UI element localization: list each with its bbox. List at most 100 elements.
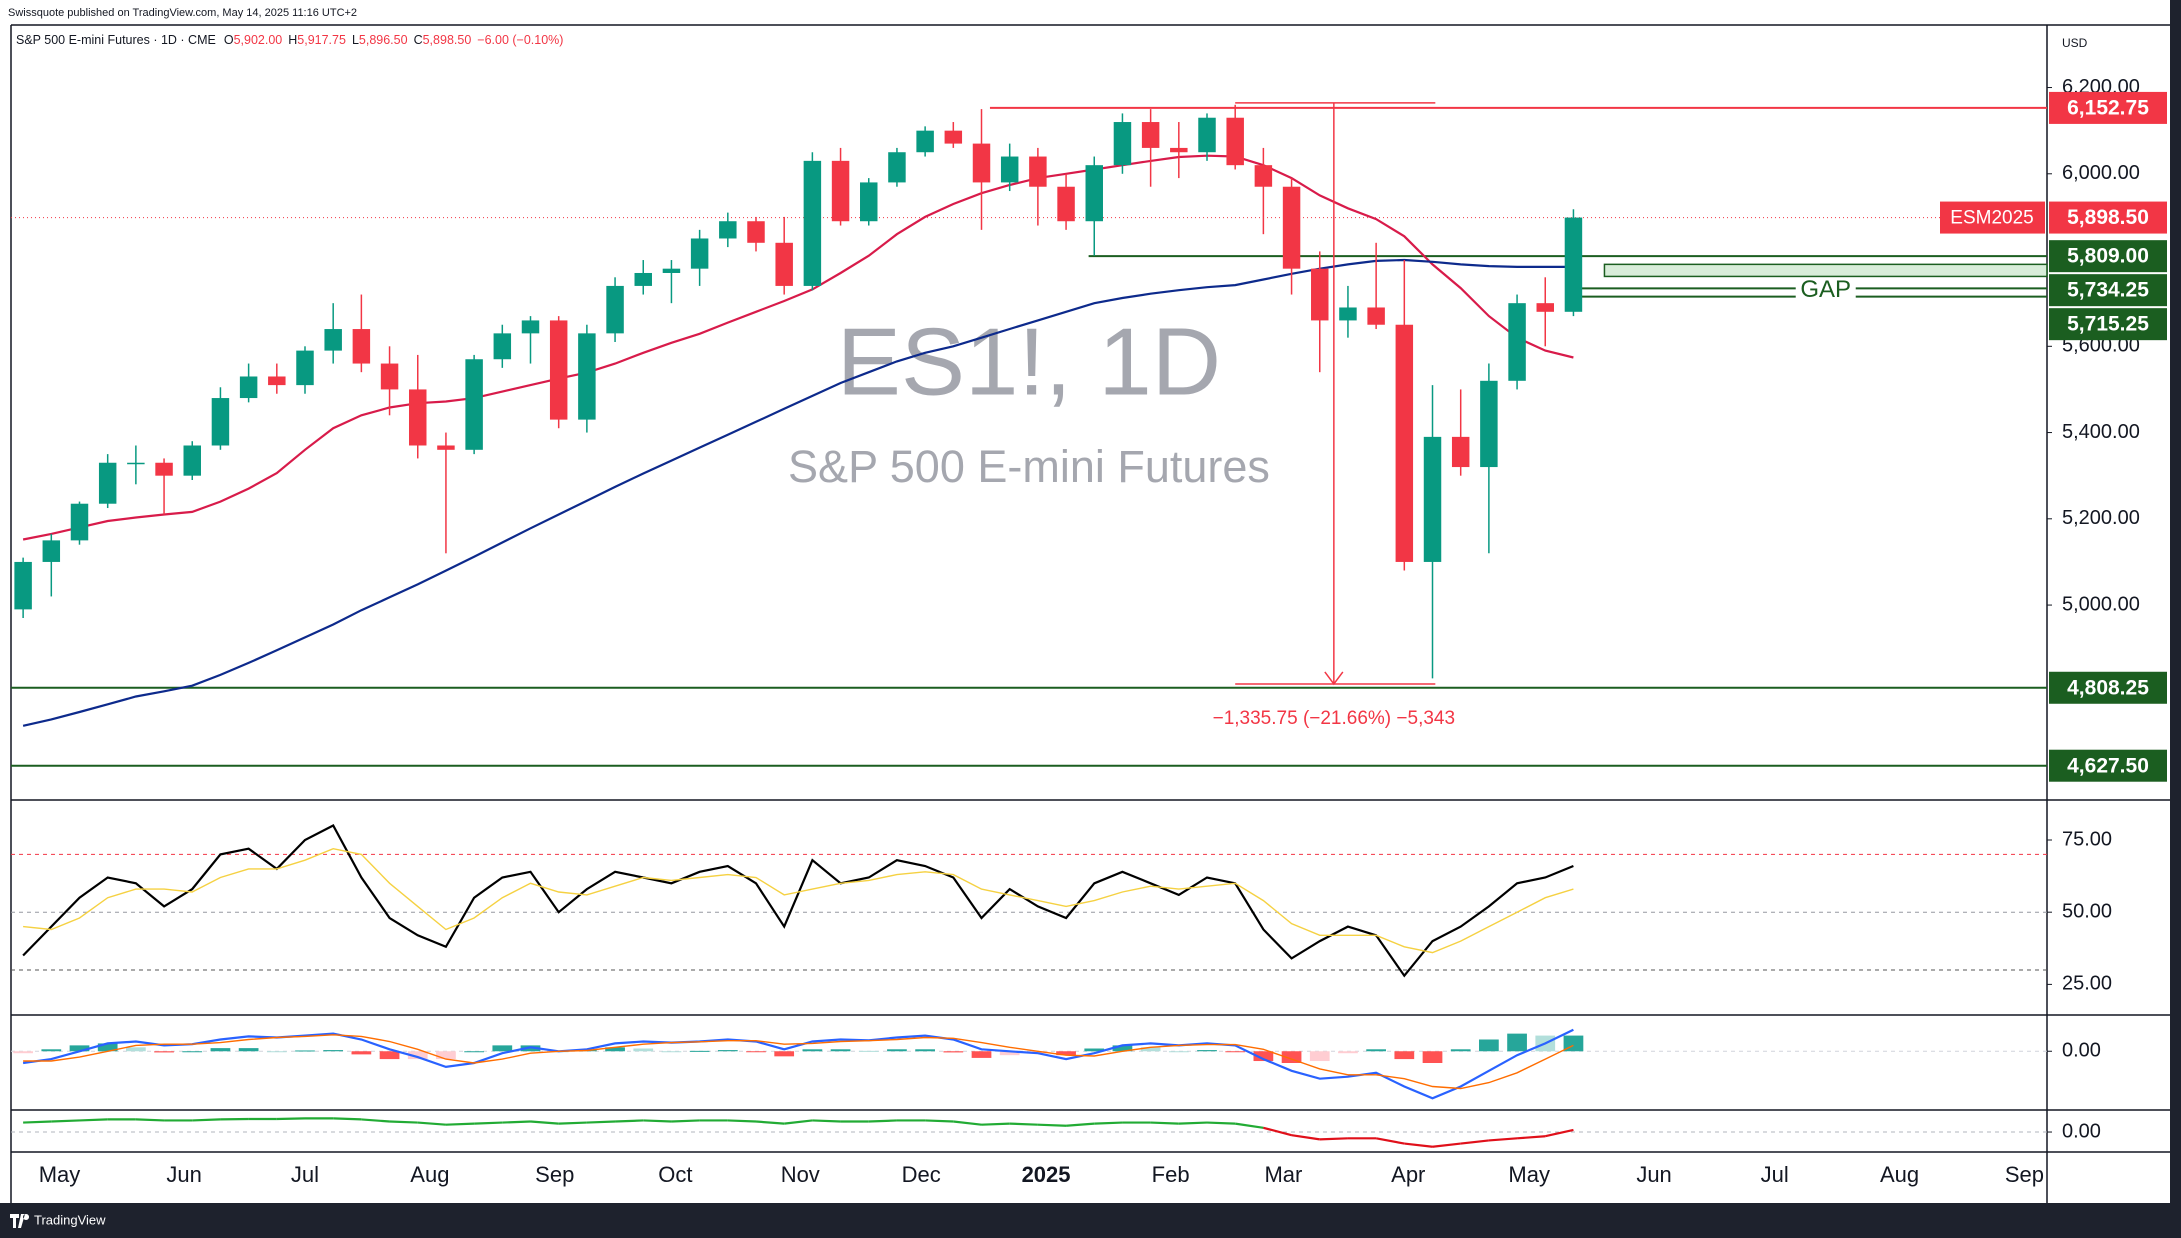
histogram-bar [126, 1047, 146, 1052]
indicator-segment [530, 1120, 559, 1125]
x-tick-label: Jul [1761, 1162, 1789, 1187]
histogram-bar [971, 1051, 992, 1058]
legend-key: C [414, 33, 423, 47]
indicator-segment [981, 1122, 1010, 1126]
candle-body [1113, 122, 1132, 166]
price-label: 5,734.25 [2067, 279, 2149, 302]
candle-body [1000, 156, 1019, 183]
histogram-bar [295, 1050, 315, 1052]
histogram-bar [407, 1051, 428, 1060]
left-frame [0, 25, 11, 1203]
price-label-box [2049, 240, 2167, 273]
histogram-bar [1366, 1049, 1386, 1052]
candle-body [1254, 165, 1273, 187]
header: Swissquote published on TradingView.com,… [8, 7, 357, 19]
histogram-bar [689, 1050, 710, 1052]
y-tick-label: 50.00 [2062, 900, 2112, 922]
indicator-segment [671, 1119, 700, 1123]
histogram-bar [1112, 1045, 1133, 1052]
indicator-segment [868, 1119, 897, 1123]
indicator-segment [417, 1121, 447, 1126]
footer-bar [0, 1203, 2181, 1238]
indicator-segment [1206, 1121, 1236, 1125]
legend-value: 5,898.50 [423, 33, 472, 47]
indicator-segment [51, 1119, 80, 1123]
candle-body [1085, 165, 1103, 222]
indicator-segment [1065, 1122, 1095, 1127]
indicator-segment [1094, 1121, 1123, 1125]
histogram-bar [13, 1051, 33, 1054]
histogram-bar [999, 1051, 1020, 1056]
indicator-segment [1263, 1126, 1292, 1137]
histogram-bar [464, 1051, 484, 1053]
histogram-bar [1225, 1051, 1246, 1053]
candle-body [70, 503, 89, 541]
price-label: 4,808.25 [2067, 676, 2149, 699]
symbol-label-box [1940, 201, 2045, 234]
candle-body [1282, 186, 1301, 269]
candle-body [1029, 156, 1047, 187]
histogram-bar [1056, 1051, 1076, 1056]
symbol-label: ESM2025 [1950, 208, 2033, 229]
candle-body [1451, 436, 1470, 468]
x-tick-label: Feb [1152, 1162, 1190, 1187]
histogram-bar [605, 1047, 625, 1052]
x-tick-label: Jul [291, 1162, 319, 1187]
histogram-bar [69, 1045, 90, 1052]
candle-body [916, 130, 934, 153]
histogram-bar [1281, 1051, 1302, 1063]
indicator-segment [1545, 1128, 1574, 1138]
indicator-segment [1319, 1137, 1348, 1141]
footer-logo [10, 1214, 30, 1228]
price-label: 6,152.75 [2067, 96, 2149, 119]
histogram-bar [1394, 1051, 1415, 1060]
candle-body [268, 376, 286, 386]
indicator-segment [1404, 1142, 1433, 1148]
candle-body [465, 359, 483, 450]
indicator-segment [445, 1122, 475, 1126]
candle-body [662, 268, 681, 273]
candle-body [211, 398, 230, 446]
histogram-bar [830, 1049, 851, 1052]
candle-body [831, 160, 850, 222]
indicator-segment [474, 1121, 503, 1125]
price-label: 5,809.00 [2067, 245, 2149, 268]
candle-body [1339, 307, 1357, 321]
x-tick-label: Nov [781, 1162, 820, 1187]
histogram-bar [717, 1050, 738, 1052]
indicator-segment [1150, 1121, 1179, 1125]
indicator-segment [1460, 1139, 1490, 1145]
candle-body [747, 221, 765, 243]
legend-key: O [224, 33, 234, 47]
indicator-segment [953, 1120, 982, 1126]
x-tick-label: Sep [535, 1162, 574, 1187]
indicator-segment [502, 1120, 531, 1124]
gap-label: GAP [1800, 276, 1851, 303]
histogram-bar [1422, 1051, 1443, 1063]
indicator-segment [1432, 1142, 1461, 1148]
candle-body [155, 462, 173, 476]
currency: USD [2062, 36, 2088, 50]
candle-body [1536, 303, 1554, 312]
histogram-bar [1197, 1050, 1217, 1052]
candle-body [352, 329, 371, 364]
candle-body [1423, 436, 1442, 562]
measure-arrowhead [1324, 671, 1344, 686]
price-label-box [2049, 201, 2167, 234]
candle-body [1367, 307, 1385, 325]
histogram-bar [802, 1049, 823, 1052]
candle-body [1170, 147, 1188, 153]
candle-body [409, 389, 427, 446]
histogram-bar [492, 1045, 513, 1052]
histogram-bar [182, 1051, 203, 1053]
x-tick-label: Jun [1636, 1162, 1671, 1187]
indicator-segment [643, 1119, 672, 1123]
histogram-bar [41, 1049, 62, 1052]
x-tick-label: Sep [2005, 1162, 2044, 1187]
candle-body [14, 561, 32, 610]
candle-body [1395, 324, 1414, 562]
x-tick-label: May [1508, 1162, 1550, 1187]
watermark-title: ES1!, 1D [837, 308, 1221, 415]
price-label-box [2049, 274, 2167, 307]
